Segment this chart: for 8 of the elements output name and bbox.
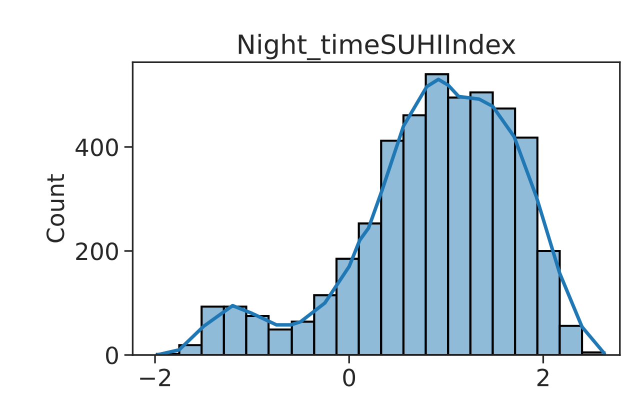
x-tick-label: −2 [140, 368, 170, 386]
chart-title: Night_timeSUHIIndex [238, 34, 516, 60]
y-tick-label: 0 [106, 346, 118, 364]
y-tick-label: 400 [76, 138, 118, 156]
y-tick-label: 200 [76, 242, 118, 260]
x-tick-label: 2 [537, 368, 548, 386]
x-tick-label: 0 [343, 368, 356, 386]
y-axis-title: Count [46, 174, 64, 242]
